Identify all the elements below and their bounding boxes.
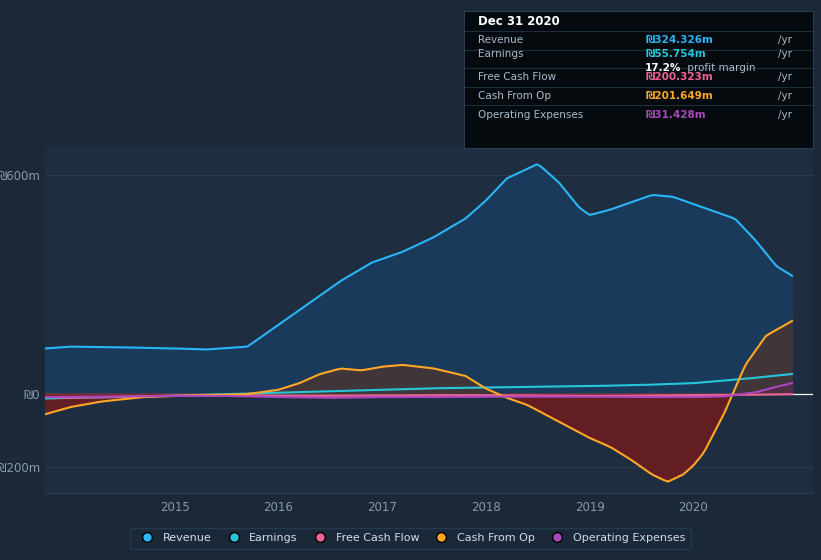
Text: ₪324.326m: ₪324.326m — [645, 35, 713, 45]
Text: Cash From Op: Cash From Op — [478, 91, 551, 101]
Text: profit margin: profit margin — [684, 63, 755, 73]
Text: ₪31.428m: ₪31.428m — [645, 110, 706, 119]
Text: Free Cash Flow: Free Cash Flow — [478, 72, 556, 82]
Text: /yr: /yr — [778, 35, 792, 45]
Text: /yr: /yr — [778, 110, 792, 119]
Text: Revenue: Revenue — [478, 35, 523, 45]
Legend: Revenue, Earnings, Free Cash Flow, Cash From Op, Operating Expenses: Revenue, Earnings, Free Cash Flow, Cash … — [131, 528, 690, 549]
Text: /yr: /yr — [778, 91, 792, 101]
Text: ₪200.323m: ₪200.323m — [645, 72, 713, 82]
Text: Earnings: Earnings — [478, 49, 523, 59]
Text: ₪201.649m: ₪201.649m — [645, 91, 713, 101]
Text: /yr: /yr — [778, 49, 792, 59]
Text: Operating Expenses: Operating Expenses — [478, 110, 583, 119]
Text: Dec 31 2020: Dec 31 2020 — [478, 15, 560, 28]
Text: /yr: /yr — [778, 72, 792, 82]
Text: ₪55.754m: ₪55.754m — [645, 49, 706, 59]
Text: 17.2%: 17.2% — [645, 63, 681, 73]
